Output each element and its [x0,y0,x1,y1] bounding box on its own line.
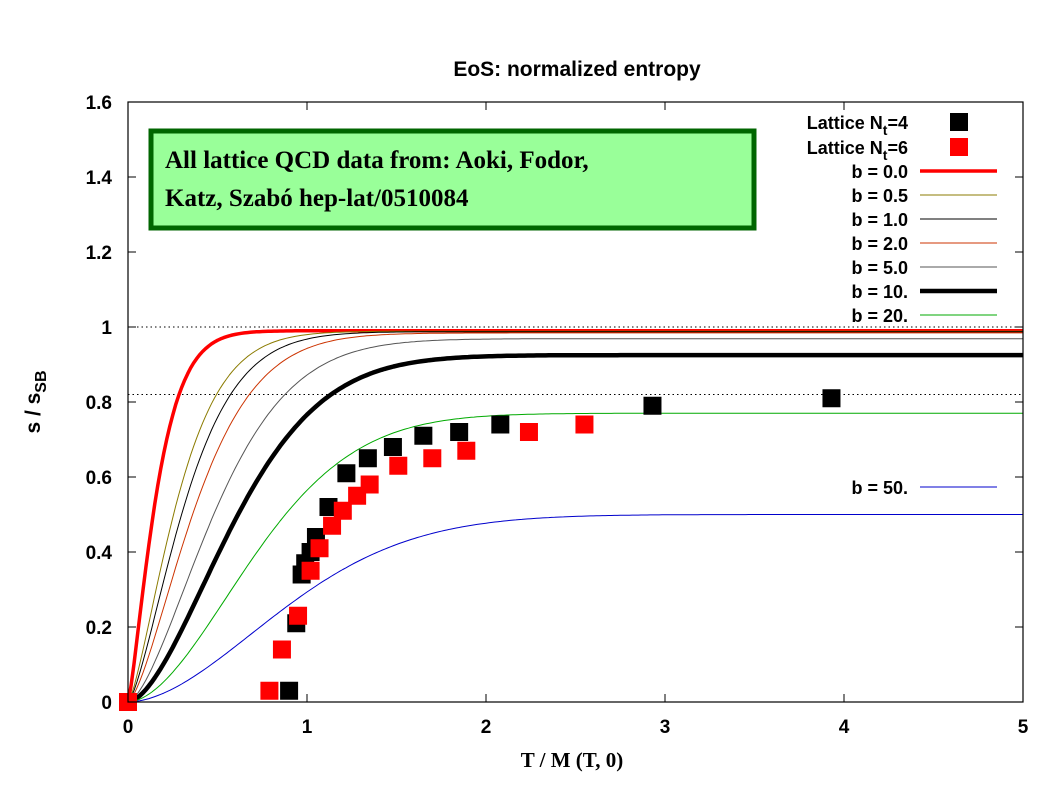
y-tick-label-1: 0.2 [86,618,112,639]
lattice-point-1-5 [310,539,329,558]
lattice-point-1-14 [575,415,594,434]
y-tick-label-3: 0.6 [86,468,112,489]
reference-lines [128,326,1023,395]
x-tick-label-5: 5 [1018,717,1029,738]
x-tick-label-1: 1 [302,717,313,738]
lattice-point-1-3 [289,606,308,625]
y-tick-label-5: 1 [101,318,112,339]
curve-line-6 [127,412,1023,703]
x-tick-label-0: 0 [123,717,134,738]
legend-label-curve-5: b = 10. [851,282,908,302]
curve-line-2 [127,331,1023,703]
curve-line-3 [127,332,1023,703]
y-tick-label-0: 0 [101,693,112,714]
lattice-point-1-6 [323,516,342,535]
lattice-point-0-1 [280,681,299,700]
legend-label-curve-1: b = 0.5 [851,186,908,206]
x-tick-label-2: 2 [481,717,492,738]
lattice-point-1-12 [457,441,476,460]
lattice-point-1-2 [272,640,291,659]
annotation-box: All lattice QCD data from: Aoki, Fodor, … [148,128,757,231]
x-tick-label-3: 3 [660,717,671,738]
y-tick-label-8: 1.6 [86,93,112,114]
legend-label-lattice-0: Lattice Nt=4 [807,113,908,138]
legend-label-curve-0: b = 0.0 [851,162,908,182]
lattice-point-1-1 [260,681,279,700]
curve-line-7 [127,514,1023,703]
lattice-point-0-11 [414,426,433,445]
legend-label-curve-2: b = 1.0 [851,210,908,230]
legend-label-curve-4: b = 5.0 [851,258,908,278]
legend-label-curve-7: b = 50. [851,478,908,498]
lattice-point-0-7 [319,498,338,516]
curve-line-5 [127,352,1023,705]
lattice-point-0-8 [337,464,356,483]
legend-marker-lattice-0 [950,113,968,131]
lattice-point-0-9 [358,449,377,468]
curve-line-4 [127,338,1023,703]
y-tick-label-7: 1.4 [86,168,113,189]
lattice-point-0-15 [822,389,841,408]
legend-label-lattice-1: Lattice Nt=6 [807,138,908,163]
y-tick-label-6: 1.2 [86,243,112,264]
axis-ticks: 0 1 2 3 4 5 0 0.2 0.4 0.6 0.8 1 1.2 1.4 1.6 [86,93,1029,738]
lattice-point-1-11 [423,449,442,468]
x-tick-label-4: 4 [839,717,850,738]
lattice-point-0-14 [643,396,662,415]
legend-marker-lattice-1 [950,138,968,156]
lattice-point-0-13 [491,415,510,434]
legend-label-curve-6: b = 20. [851,306,908,326]
lattice-point-1-4 [301,561,320,580]
lattice-points [119,389,841,711]
chart-title: EoS: normalized entropy [453,58,701,81]
lattice-point-0-12 [450,423,469,441]
annotation-line-1: All lattice QCD data from: Aoki, Fodor, [165,147,589,174]
x-axis-label: T / M (T, 0) [521,748,623,772]
legend-label-curve-3: b = 2.0 [851,234,908,254]
y-tick-label-2: 0.4 [86,543,113,564]
lattice-point-0-10 [383,438,402,456]
curve-series [126,329,1023,705]
lattice-point-1-9 [360,475,379,494]
y-tick-label-4: 0.8 [86,393,112,414]
lattice-point-1-13 [519,423,538,441]
lattice-point-1-10 [389,456,408,475]
lattice-point-1-7 [333,501,352,520]
annotation-background [148,128,757,231]
y-axis-label: s / sSB [22,370,50,433]
annotation-line-2: Katz, Szabó hep-lat/0510084 [165,185,469,212]
